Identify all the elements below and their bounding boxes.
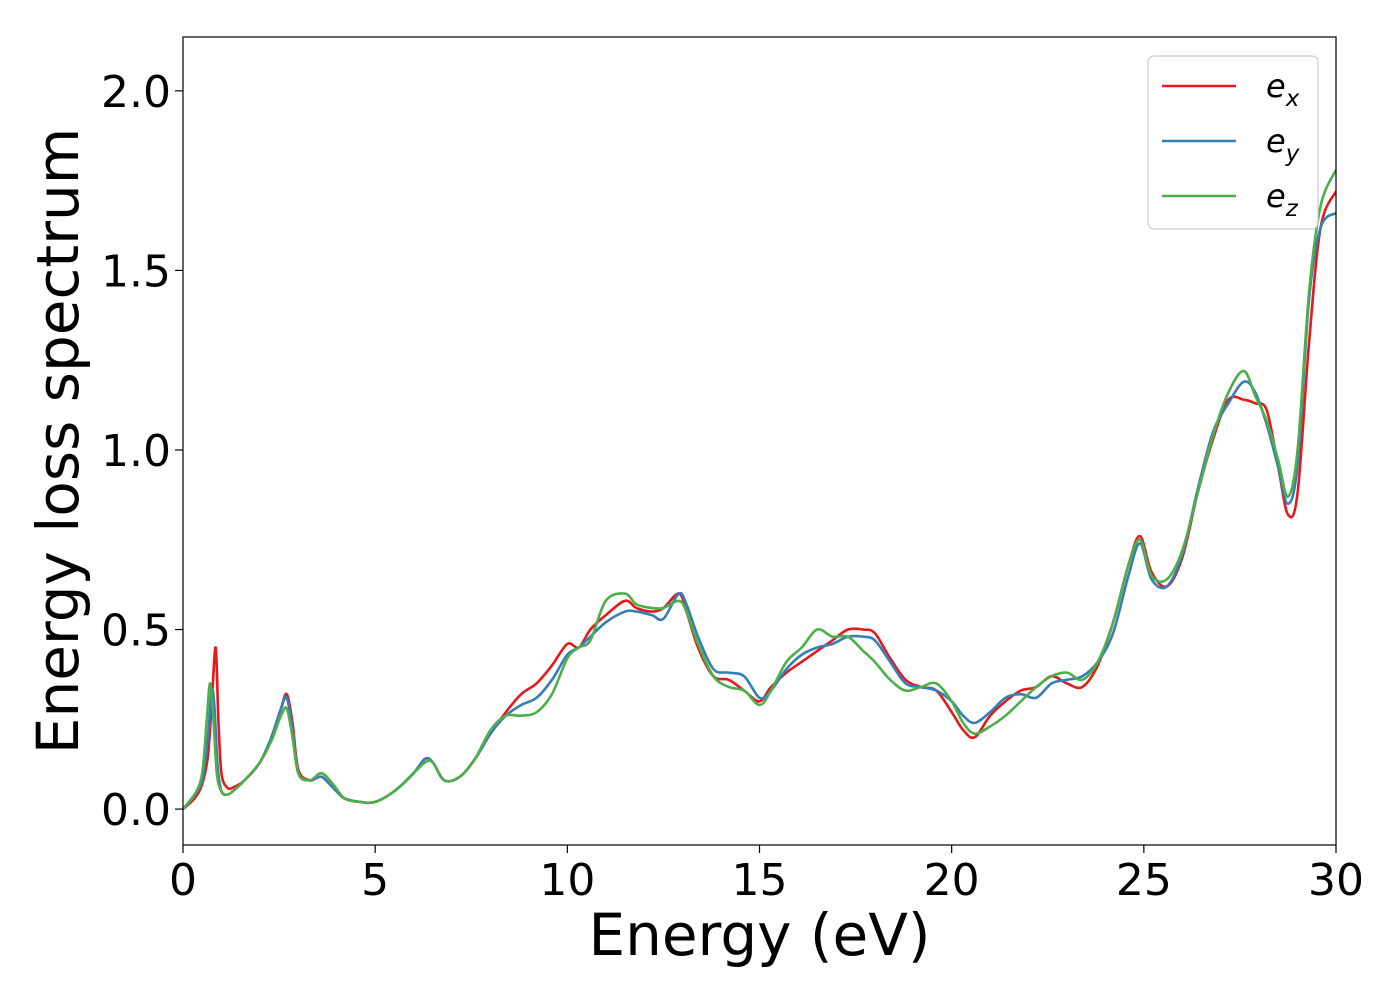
y-tick-label: 2.0 bbox=[101, 67, 171, 118]
x-tick-label: 10 bbox=[539, 855, 595, 906]
x-tick-label: 25 bbox=[1116, 855, 1172, 906]
x-tick-label: 5 bbox=[361, 855, 389, 906]
series-layer bbox=[183, 169, 1336, 811]
x-axis-title: Energy (eV) bbox=[588, 901, 930, 969]
y-tick-label: 0.0 bbox=[101, 785, 171, 836]
series-line-ey bbox=[183, 211, 1336, 810]
y-axis-title: Energy loss spectrum bbox=[24, 128, 92, 754]
x-tick-label: 20 bbox=[924, 855, 980, 906]
y-tick-label: 1.5 bbox=[101, 246, 171, 297]
legend-box bbox=[1147, 55, 1319, 230]
y-tick-label: 0.5 bbox=[101, 606, 171, 657]
series-line-ex bbox=[183, 190, 1336, 811]
series-line-ez bbox=[183, 169, 1336, 810]
x-tick-label: 30 bbox=[1308, 855, 1364, 906]
y-tick-label: 1.0 bbox=[101, 426, 171, 477]
x-tick-label: 0 bbox=[169, 855, 197, 906]
x-tick-label: 15 bbox=[732, 855, 788, 906]
ticks-layer: 0 5 10 15 20 25 30 0.0 0.5 1.0 1.5 2.0 bbox=[101, 67, 1364, 906]
